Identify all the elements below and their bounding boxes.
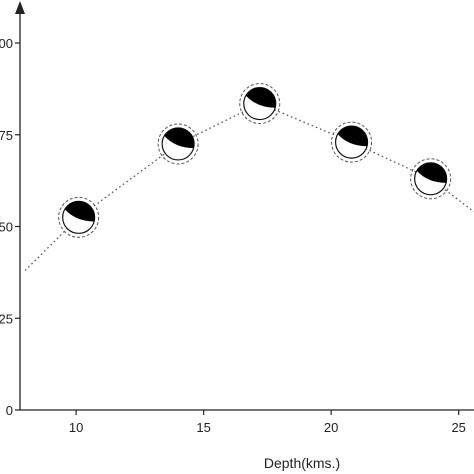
marker-outer-ring: [157, 123, 199, 165]
y-tick-label: 75: [0, 128, 13, 143]
trend-line: [24, 102, 474, 271]
x-axis-title: Depth(kms.): [264, 455, 340, 471]
y-tick-label: 50: [0, 220, 13, 235]
beachball-marker: [331, 121, 373, 163]
x-tick-label: 20: [324, 420, 338, 435]
y-axis-arrow-icon: [15, 1, 25, 14]
axis-layer: [15, 1, 474, 411]
trend-layer: [24, 102, 474, 271]
marker-compression-quadrant: [337, 126, 368, 147]
tick-layer: 10 15 20 25 0 25 50 75 100: [0, 36, 466, 435]
beachball-marker: [239, 83, 281, 125]
marker-compression-quadrant: [164, 127, 195, 149]
marker-outer-ring: [410, 158, 452, 200]
marker-outer-ring: [331, 121, 373, 163]
y-tick-label: 25: [0, 311, 13, 326]
x-tick-label: 25: [451, 420, 465, 435]
marker-outer-ring: [58, 196, 100, 238]
y-tick-label: 100: [0, 36, 13, 51]
marks-layer: [58, 83, 452, 238]
beachball-marker: [410, 158, 452, 200]
beachball-marker: [58, 196, 100, 238]
marker-outer-ring: [239, 83, 281, 125]
y-tick-label: 0: [6, 403, 13, 418]
marker-compression-quadrant: [245, 87, 276, 108]
marker-compression-quadrant: [416, 162, 447, 183]
x-tick-label: 10: [69, 420, 83, 435]
marker-compression-quadrant: [64, 201, 95, 222]
x-tick-label: 15: [196, 420, 210, 435]
beachball-marker: [157, 123, 199, 165]
